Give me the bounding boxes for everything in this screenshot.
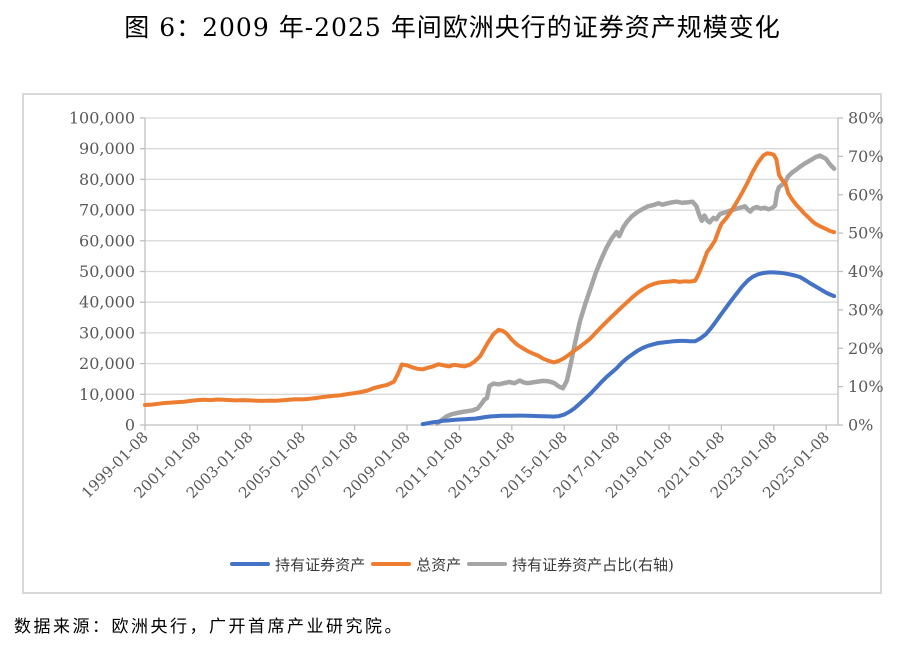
left-axis-tick-label: 60,000 (79, 231, 135, 250)
right-axis-tick-label: 20% (848, 339, 884, 358)
legend-item-securities-ratio: 持有证券资产占比(右轴) (467, 554, 674, 575)
legend-label-securities-ratio: 持有证券资产占比(右轴) (512, 555, 674, 574)
right-axis-tick-label: 10% (848, 377, 884, 396)
left-axis-tick-label: 30,000 (79, 323, 135, 342)
securities-held-line (420, 270, 837, 427)
legend-swatch-securities-held (230, 562, 271, 566)
left-axis-tick-label: 70,000 (79, 201, 135, 220)
right-axis-tick-label: 50% (848, 224, 884, 243)
chart-legend: 持有证券资产 总资产 持有证券资产占比(右轴) (22, 551, 882, 577)
total-assets-line (143, 151, 837, 407)
right-axis-tick-label: 80% (848, 109, 884, 128)
left-axis-tick-label: 40,000 (79, 293, 135, 312)
right-axis-tick-label: 60% (848, 185, 884, 204)
chart-frame (22, 93, 882, 594)
source-note: 数据来源：欧洲央行，广开首席产业研究院。 (14, 617, 404, 637)
left-axis-tick-label: 20,000 (79, 354, 135, 373)
left-axis-tick-label: 90,000 (79, 139, 135, 158)
left-axis-tick-label: 100,000 (69, 109, 135, 128)
legend-item-total-assets: 总资产 (371, 554, 461, 575)
securities-ratio-line (434, 153, 837, 426)
legend-label-securities-held: 持有证券资产 (275, 555, 366, 574)
page-title: 图 6：2009 年-2025 年间欧洲央行的证券资产规模变化 (124, 13, 781, 42)
right-axis-tick-label: 30% (848, 300, 884, 319)
legend-swatch-securities-ratio (467, 562, 508, 566)
left-axis-tick-label: 80,000 (79, 170, 135, 189)
right-axis-tick-label: 0% (848, 416, 873, 435)
left-axis-tick-label: 50,000 (79, 262, 135, 281)
legend-swatch-total-assets (371, 562, 412, 566)
right-axis-tick-label: 40% (848, 262, 884, 281)
left-axis-tick-label: 10,000 (79, 385, 135, 404)
right-axis-tick-label: 70% (848, 147, 884, 166)
left-axis-tick-label: 0 (125, 416, 135, 435)
legend-item-securities-held: 持有证券资产 (230, 554, 365, 575)
legend-label-total-assets: 总资产 (416, 555, 462, 574)
